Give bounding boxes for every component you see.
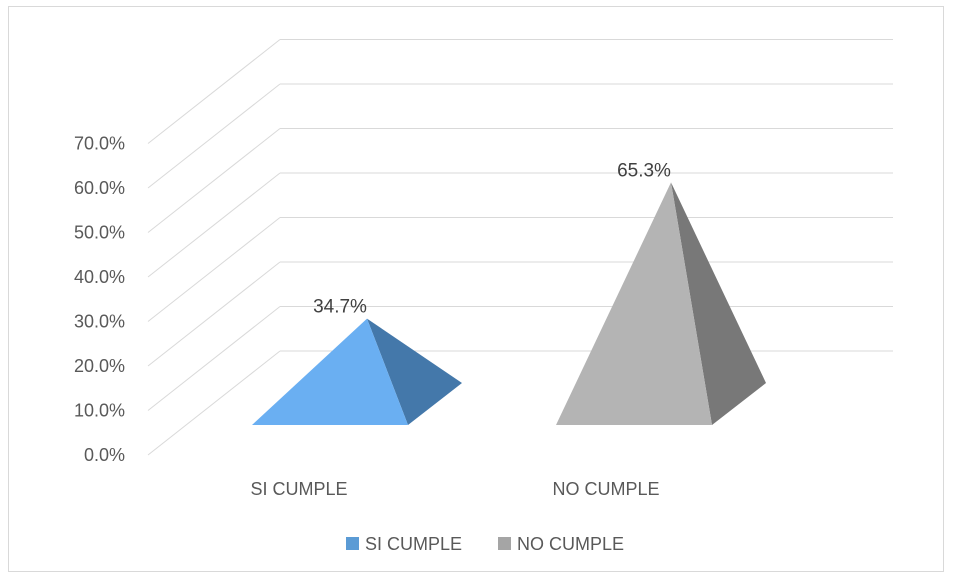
gridline-depth — [147, 261, 281, 367]
y-tick-label: 10.0% — [74, 401, 125, 421]
category-label: NO CUMPLE — [552, 479, 659, 499]
gridlines — [147, 39, 893, 456]
y-tick-label: 20.0% — [74, 356, 125, 376]
category-labels: SI CUMPLE NO CUMPLE — [250, 479, 659, 499]
legend-swatch — [498, 537, 511, 550]
gridline-depth — [147, 350, 281, 456]
chart-frame — [8, 6, 944, 572]
pyramid-side — [367, 318, 462, 425]
y-tick-label: 30.0% — [74, 312, 125, 332]
y-tick-label: 40.0% — [74, 267, 125, 287]
pyramid-side — [671, 182, 766, 425]
pyramids — [252, 182, 766, 425]
legend-label: NO CUMPLE — [517, 534, 624, 554]
gridline-depth — [147, 83, 281, 189]
gridline-depth — [147, 306, 281, 411]
data-label: 34.7% — [313, 297, 367, 318]
gridline-depth — [147, 39, 281, 144]
pyramid-front — [252, 318, 408, 425]
legend-label: SI CUMPLE — [365, 534, 462, 554]
y-axis-ticks: 0.0% 10.0% 20.0% 30.0% 40.0% 50.0% 60.0% 70.0% — [74, 134, 125, 466]
gridline-depth — [147, 217, 281, 322]
y-tick-label: 0.0% — [84, 445, 125, 465]
gridline-depth — [147, 172, 281, 278]
data-labels: 34.7% 65.3% — [313, 160, 671, 317]
y-tick-label: 60.0% — [74, 178, 125, 198]
legend-swatch — [346, 537, 359, 550]
legend: SI CUMPLE NO CUMPLE — [346, 534, 624, 554]
pyramid-front — [556, 182, 712, 425]
y-tick-label: 70.0% — [74, 134, 125, 154]
gridline-depth — [147, 128, 281, 233]
category-label: SI CUMPLE — [250, 479, 347, 499]
y-tick-label: 50.0% — [74, 223, 125, 243]
data-label: 65.3% — [617, 160, 671, 181]
